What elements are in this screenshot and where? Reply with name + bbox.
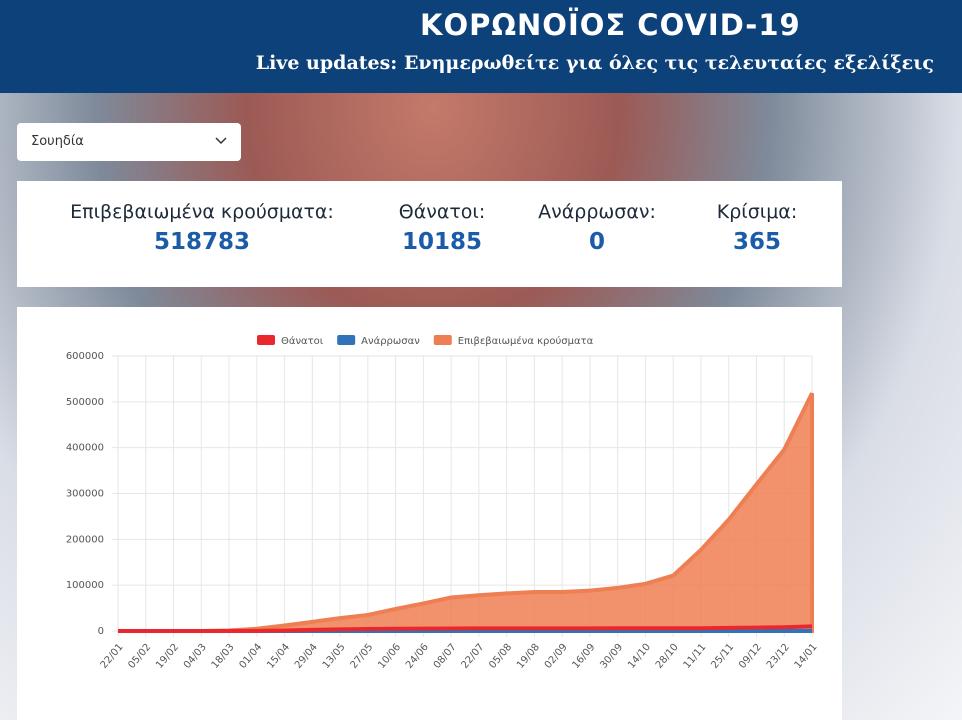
x-tick-label: 13/05 xyxy=(321,642,348,671)
y-tick-label: 400000 xyxy=(66,443,104,454)
stat-label: Κρίσιμα: xyxy=(716,201,798,223)
stat-value: 10185 xyxy=(401,229,483,255)
stat-value: 0 xyxy=(588,229,605,255)
x-tick-label: 05/08 xyxy=(487,642,514,671)
page-title: ΚΟΡΩΝΟΪΟΣ COVID-19 xyxy=(420,8,801,42)
x-tick-label: 24/06 xyxy=(404,642,431,671)
x-tick-label: 22/01 xyxy=(99,642,126,671)
x-tick-label: 27/05 xyxy=(348,642,375,671)
y-tick-label: 200000 xyxy=(66,534,104,545)
legend-swatch xyxy=(433,335,452,345)
y-tick-label: 100000 xyxy=(66,580,104,591)
stat: Θάνατοι: 10185 xyxy=(382,201,502,255)
chart: 0 100000 200000 300000 400000 500000 600000 22/… xyxy=(66,335,820,671)
x-tick-label: 11/11 xyxy=(682,642,709,671)
stat-label: Θάνατοι: xyxy=(398,201,486,223)
stats-card: Επιβεβαιωμένα κρούσματα: 518783 Θάνατοι: 1… xyxy=(17,181,842,287)
x-tick-label: 14/01 xyxy=(793,642,820,671)
chart-card: 0 100000 200000 300000 400000 500000 600000 22/… xyxy=(17,307,842,720)
x-tick-label: 04/03 xyxy=(182,642,209,671)
x-tick-label: 19/02 xyxy=(154,642,181,671)
header: ΚΟΡΩΝΟΪΟΣ COVID-19 Live updates: Ενημερω… xyxy=(0,0,962,93)
x-tick-label: 16/09 xyxy=(571,642,598,671)
x-tick-label: 25/11 xyxy=(709,642,736,671)
y-tick-label: 600000 xyxy=(66,351,104,362)
legend-swatch xyxy=(337,335,356,345)
y-tick-label: 0 xyxy=(98,626,104,637)
stat-label: Επιβεβαιωμένα κρούσματα: xyxy=(70,201,334,223)
x-tick-label: 28/10 xyxy=(654,642,681,671)
x-tick-label: 05/02 xyxy=(126,642,153,671)
stat-label: Ανάρρωσαν: xyxy=(538,201,656,223)
legend-label: Ανάρρωσαν xyxy=(361,335,420,347)
stat-value: 518783 xyxy=(153,229,251,255)
x-tick-label: 10/06 xyxy=(376,642,403,671)
x-tick-label: 08/07 xyxy=(432,642,459,671)
x-tick-label: 02/09 xyxy=(543,642,570,671)
legend-swatch xyxy=(257,335,275,345)
area xyxy=(118,392,814,633)
x-tick-label: 09/12 xyxy=(737,642,764,671)
country-dropdown[interactable]: Σουηδία xyxy=(17,123,241,161)
legend-label: Επιβεβαιωμένα κρούσματα xyxy=(458,335,594,347)
x-tick-label: 14/10 xyxy=(626,642,653,671)
x-tick-label: 29/04 xyxy=(293,642,320,671)
y-tick-label: 500000 xyxy=(66,397,104,408)
legend-label: Θάνατοι xyxy=(281,335,324,347)
dropdown-value: Σουηδία xyxy=(31,134,84,149)
stat: Κρίσιμα: 365 xyxy=(697,201,817,255)
x-tick-label: 01/04 xyxy=(237,642,264,671)
x-tick-label: 22/07 xyxy=(460,642,487,671)
y-tick-label: 300000 xyxy=(66,489,104,500)
x-tick-label: 19/08 xyxy=(515,642,542,671)
chevron-icon xyxy=(215,137,227,145)
page-subtitle: Live updates: Ενημερωθείτε για όλες τις … xyxy=(255,52,934,74)
line xyxy=(118,624,813,633)
stat-value: 365 xyxy=(732,229,781,255)
stat: Ανάρρωσαν: 0 xyxy=(527,201,667,255)
x-tick-label: 15/04 xyxy=(265,642,292,671)
x-tick-label: 23/12 xyxy=(765,642,792,671)
stat: Επιβεβαιωμένα κρούσματα: 518783 xyxy=(57,201,347,255)
x-tick-label: 30/09 xyxy=(598,642,625,671)
x-tick-label: 18/03 xyxy=(210,642,237,671)
